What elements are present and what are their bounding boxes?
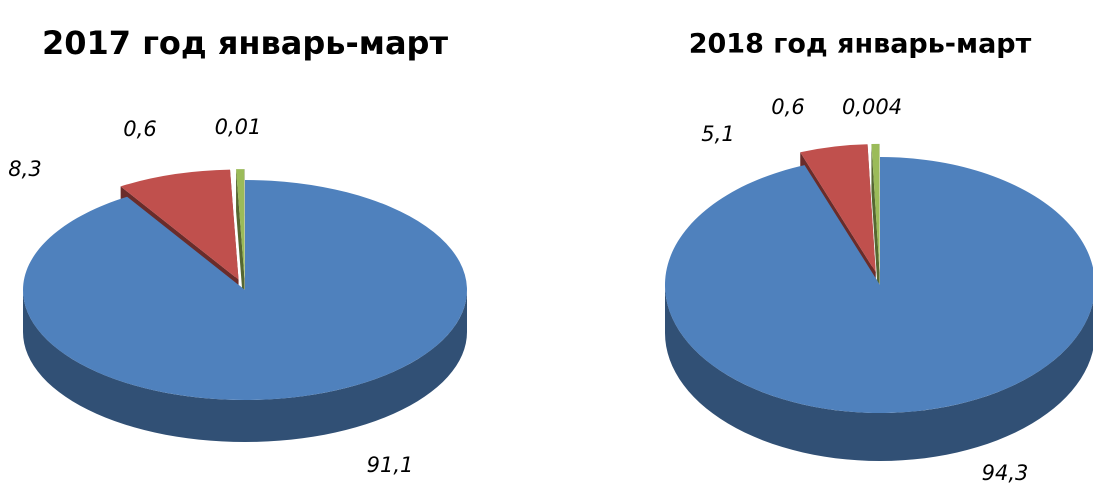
data-label: 0,6: [123, 117, 156, 141]
chart-title: 2017 год январь-март: [42, 24, 448, 62]
slice-side: [871, 143, 880, 320]
slice-wall: [665, 285, 1093, 461]
data-label: 5,1: [701, 122, 734, 146]
slice-wall: [23, 290, 467, 442]
chart-title: 2018 год январь-март: [689, 29, 1032, 60]
slice: [120, 169, 239, 280]
slice-side: [236, 169, 245, 322]
slice: [871, 143, 880, 272]
data-label: 91,1: [367, 453, 414, 477]
data-label: 0,6: [771, 95, 804, 119]
pie: [22, 169, 467, 442]
slice: [236, 169, 245, 280]
data-label: 0,004: [842, 95, 902, 119]
slice: [22, 180, 467, 400]
data-label: 8,3: [8, 157, 41, 181]
data-label: 0,01: [215, 115, 262, 139]
slice: [800, 144, 876, 273]
pie: [665, 143, 1093, 461]
slice: [665, 157, 1093, 413]
data-label: 94,3: [982, 461, 1029, 485]
